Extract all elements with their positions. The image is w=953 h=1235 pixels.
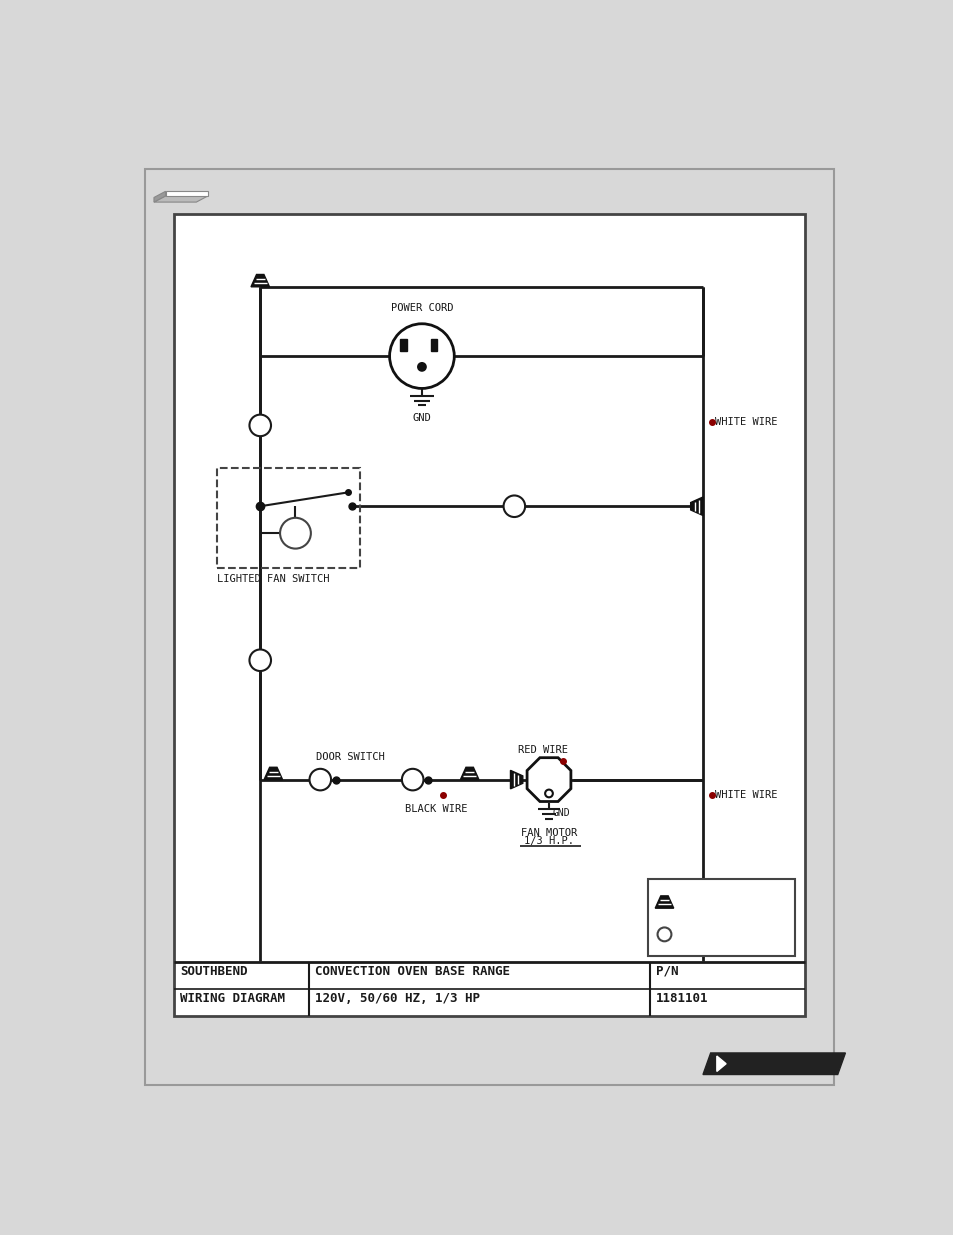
Circle shape [389, 324, 454, 389]
Bar [173, 214, 804, 1016]
Circle shape [544, 789, 552, 798]
Text: WIRE NO.'S: WIRE NO.'S [678, 930, 740, 940]
Text: RED WIRE: RED WIRE [517, 746, 568, 756]
Polygon shape [153, 196, 208, 203]
Text: 3: 3 [257, 656, 263, 666]
Text: WHITE WIRE: WHITE WIRE [715, 790, 777, 800]
Text: P/N: P/N [656, 965, 678, 978]
Bar [647, 879, 795, 956]
Text: 1: 1 [257, 420, 263, 431]
Text: SOUTHBEND: SOUTHBEND [735, 1058, 812, 1068]
Text: 5: 5 [409, 774, 416, 784]
Text: 1/3 H.P.: 1/3 H.P. [523, 836, 574, 846]
Polygon shape [690, 496, 702, 515]
Polygon shape [251, 274, 269, 287]
Text: GND: GND [412, 412, 431, 424]
Text: WIRE NUTS: WIRE NUTS [678, 899, 734, 909]
Text: WIRING DIAGRAM: WIRING DIAGRAM [180, 992, 285, 1005]
Bar [217, 468, 359, 568]
Text: 2: 2 [511, 501, 517, 511]
Text: 1181101: 1181101 [656, 992, 708, 1005]
Circle shape [417, 363, 425, 370]
Text: LEGEND: LEGEND [702, 883, 740, 893]
Text: A: A [292, 526, 298, 540]
Text: POWER CORD: POWER CORD [391, 303, 453, 312]
Circle shape [249, 650, 271, 671]
Circle shape [249, 415, 271, 436]
Polygon shape [526, 758, 570, 802]
Circle shape [280, 517, 311, 548]
Bar [431, 340, 436, 352]
Circle shape [657, 927, 671, 941]
Circle shape [401, 769, 423, 790]
Polygon shape [166, 191, 208, 196]
Polygon shape [153, 191, 166, 203]
Circle shape [309, 769, 331, 790]
Polygon shape [510, 771, 522, 789]
Bar [400, 340, 406, 352]
Text: BLACK WIRE: BLACK WIRE [405, 804, 467, 814]
Polygon shape [716, 1056, 725, 1072]
Text: SOUTHBEND: SOUTHBEND [180, 965, 248, 978]
Text: FAN MOTOR: FAN MOTOR [520, 827, 577, 839]
Polygon shape [655, 895, 673, 908]
Text: 4: 4 [316, 774, 323, 784]
Text: 120V, 50/60 HZ, 1/3 HP: 120V, 50/60 HZ, 1/3 HP [314, 992, 479, 1005]
Text: CONVECTION OVEN BASE RANGE: CONVECTION OVEN BASE RANGE [314, 965, 509, 978]
Text: LIGHTED FAN SWITCH: LIGHTED FAN SWITCH [217, 573, 330, 584]
Text: M: M [543, 767, 554, 785]
Text: WHITE WIRE: WHITE WIRE [715, 416, 777, 426]
Polygon shape [460, 767, 478, 779]
Polygon shape [264, 767, 282, 779]
Polygon shape [702, 1053, 844, 1074]
Text: DOOR SWITCH: DOOR SWITCH [316, 752, 385, 762]
Text: GND: GND [552, 809, 569, 819]
Circle shape [503, 495, 524, 517]
